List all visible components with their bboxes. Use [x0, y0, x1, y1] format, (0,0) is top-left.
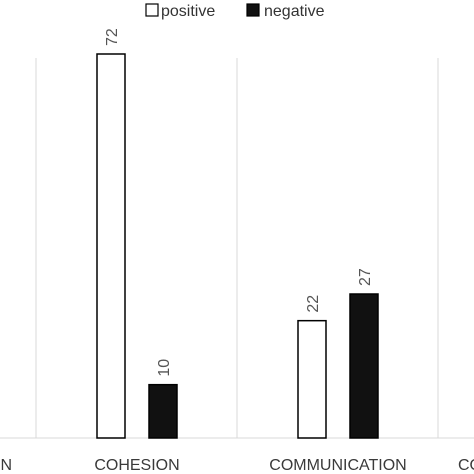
legend-swatch-negative — [246, 3, 260, 17]
legend-swatch-positive — [145, 3, 159, 17]
x-tick-label-communication: COMMUNICATION — [269, 457, 406, 474]
legend-label-negative: negative — [264, 3, 325, 20]
category-separators — [35, 58, 439, 438]
bar-positive-communication — [297, 319, 327, 439]
bar-negative-cohesion — [148, 383, 178, 439]
x-tick-label-n: N — [0, 457, 12, 474]
bar-negative-communication — [349, 293, 379, 439]
data-label-positive-cohesion: 72 — [104, 28, 121, 46]
data-labels-group: 72 22 10 27 — [104, 28, 374, 377]
x-tick-labels: N COHESION COMMUNICATION CO — [0, 457, 474, 474]
x-tick-label-cohesion: COHESION — [94, 457, 179, 474]
data-label-negative-cohesion: 10 — [156, 359, 173, 377]
legend-label-positive: positive — [161, 3, 215, 20]
x-tick-label-co: CO — [458, 457, 474, 474]
bar-positive-cohesion — [96, 53, 126, 439]
data-label-positive-communication: 22 — [305, 295, 322, 313]
bars-group — [96, 53, 379, 439]
data-label-negative-communication: 27 — [357, 268, 374, 286]
chart-legend: positive negative — [145, 3, 325, 20]
